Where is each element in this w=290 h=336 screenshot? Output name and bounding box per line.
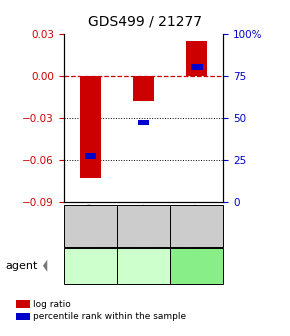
Text: GSM8760: GSM8760 bbox=[192, 203, 202, 249]
Text: IFNg: IFNg bbox=[78, 261, 103, 271]
Bar bbox=[191, 65, 203, 70]
Bar bbox=[138, 120, 149, 125]
Bar bbox=[186, 41, 207, 76]
Text: GSM8750: GSM8750 bbox=[85, 203, 95, 249]
Text: log ratio: log ratio bbox=[33, 300, 71, 308]
Text: GDS499 / 21277: GDS499 / 21277 bbox=[88, 15, 202, 29]
Text: agent: agent bbox=[6, 261, 38, 271]
Text: GSM8755: GSM8755 bbox=[139, 203, 148, 249]
Text: IL4: IL4 bbox=[188, 261, 205, 271]
Text: percentile rank within the sample: percentile rank within the sample bbox=[33, 312, 186, 321]
Bar bbox=[85, 154, 96, 159]
Text: TNFa: TNFa bbox=[130, 261, 157, 271]
Bar bbox=[133, 76, 154, 101]
Bar bbox=[80, 76, 101, 178]
